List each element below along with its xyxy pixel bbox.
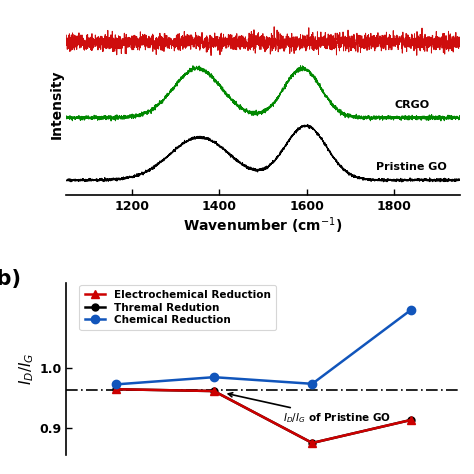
Thremal Redution [408,417,413,423]
Y-axis label: $I_D/I_G$: $I_D/I_G$ [18,353,36,385]
Electrochemical Reduction [408,417,413,423]
Thremal Redution [113,386,118,392]
Chemical Reduction [408,307,413,313]
Line: Thremal Redution: Thremal Redution [112,386,414,447]
X-axis label: Wavenumber (cm$^{-1}$): Wavenumber (cm$^{-1}$) [183,216,343,236]
Thremal Redution [211,388,217,394]
Text: CRGO: CRGO [394,100,429,110]
Text: Pristine GO: Pristine GO [376,162,447,172]
Line: Electrochemical Reduction: Electrochemical Reduction [111,385,415,447]
Thremal Redution [310,440,315,446]
Chemical Reduction [310,381,315,387]
Line: Chemical Reduction: Chemical Reduction [111,306,415,389]
Y-axis label: Intensity: Intensity [50,70,64,139]
Chemical Reduction [211,374,217,380]
Electrochemical Reduction [113,386,118,392]
Text: (b): (b) [0,269,22,289]
Legend: Electrochemical Reduction, Thremal Redution, Chemical Reduction: Electrochemical Reduction, Thremal Redut… [80,285,276,330]
Electrochemical Reduction [310,440,315,446]
Chemical Reduction [113,382,118,387]
Text: $I_D/I_G$ of Pristine GO: $I_D/I_G$ of Pristine GO [228,393,391,425]
Electrochemical Reduction [211,388,217,394]
